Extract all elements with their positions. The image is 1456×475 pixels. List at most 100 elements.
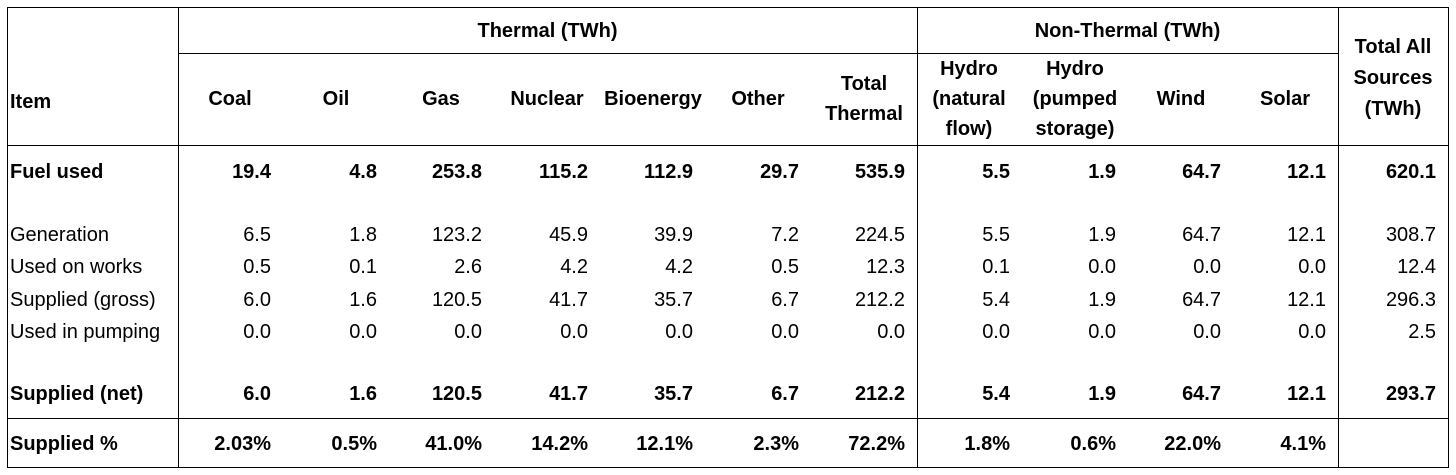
table-cell: 4.2 bbox=[560, 256, 588, 278]
table-cell: 1.9 bbox=[1088, 161, 1116, 183]
table-cell: 0.0 bbox=[1088, 321, 1116, 343]
table-cell: 14.2% bbox=[531, 433, 588, 455]
table-cell: 35.7 bbox=[654, 289, 693, 311]
table-border-bottom bbox=[7, 467, 1449, 468]
divider-thermal-nonthermal bbox=[917, 7, 918, 468]
row-label: Used in pumping bbox=[10, 321, 161, 343]
table-cell: 35.7 bbox=[654, 383, 693, 405]
table-cell: 0.0 bbox=[1298, 321, 1326, 343]
header-total-all-sources: Total All bbox=[1354, 36, 1432, 58]
header-col-7: (natural bbox=[932, 88, 1006, 110]
table-cell: 620.1 bbox=[1385, 161, 1436, 183]
table-cell: 5.4 bbox=[982, 383, 1010, 405]
divider-item-column bbox=[178, 7, 179, 468]
table-cell: 12.1 bbox=[1287, 224, 1326, 246]
table-cell: 0.0 bbox=[349, 321, 377, 343]
table-border-left bbox=[7, 7, 8, 468]
header-total-all-sources: (TWh) bbox=[1364, 98, 1422, 120]
table-cell: 0.1 bbox=[982, 256, 1010, 278]
header-nonthermal-group: Non-Thermal (TWh) bbox=[1034, 20, 1221, 42]
header-thermal-group: Thermal (TWh) bbox=[477, 20, 618, 42]
table-cell: 0.0 bbox=[1193, 321, 1221, 343]
table-cell: 0.5 bbox=[243, 256, 271, 278]
table-cell: 6.5 bbox=[243, 224, 271, 246]
table-cell: 0.6% bbox=[1070, 433, 1116, 455]
header-col-7: flow) bbox=[945, 118, 993, 140]
table-cell: 1.6 bbox=[349, 383, 377, 405]
table-cell: 212.2 bbox=[854, 289, 905, 311]
header-col-9: Wind bbox=[1156, 88, 1206, 110]
table-cell: 64.7 bbox=[1182, 383, 1221, 405]
table-cell: 535.9 bbox=[854, 161, 905, 183]
table-cell: 12.4 bbox=[1397, 256, 1436, 278]
row-label: Supplied (gross) bbox=[10, 289, 156, 311]
table-border-top bbox=[7, 7, 1449, 8]
table-cell: 4.8 bbox=[349, 161, 377, 183]
header-col-10: Solar bbox=[1259, 88, 1311, 110]
table-cell: 22.0% bbox=[1164, 433, 1221, 455]
table-cell: 293.7 bbox=[1385, 383, 1436, 405]
table-cell: 0.5 bbox=[771, 256, 799, 278]
header-total-all-sources: Sources bbox=[1353, 67, 1433, 89]
header-col-2: Gas bbox=[422, 88, 460, 110]
header-col-8: (pumped bbox=[1032, 88, 1118, 110]
row-label: Used on works bbox=[10, 256, 143, 278]
table-cell: 12.1 bbox=[1287, 161, 1326, 183]
table-cell: 296.3 bbox=[1385, 289, 1436, 311]
table-cell: 12.1% bbox=[636, 433, 693, 455]
header-col-6: Total bbox=[840, 73, 888, 95]
table-cell: 0.0 bbox=[982, 321, 1010, 343]
divider-group-header bbox=[178, 53, 1338, 54]
table-cell: 12.1 bbox=[1287, 289, 1326, 311]
table-cell: 19.4 bbox=[232, 161, 271, 183]
table-cell: 0.1 bbox=[349, 256, 377, 278]
row-label: Fuel used bbox=[10, 161, 104, 183]
table-cell: 0.0 bbox=[243, 321, 271, 343]
table-cell: 29.7 bbox=[760, 161, 799, 183]
table-cell: 0.0 bbox=[877, 321, 905, 343]
table-cell: 1.9 bbox=[1088, 289, 1116, 311]
table-cell: 5.5 bbox=[982, 161, 1010, 183]
table-cell: 12.1 bbox=[1287, 383, 1326, 405]
table-cell: 64.7 bbox=[1182, 224, 1221, 246]
header-col-4: Bioenergy bbox=[604, 88, 702, 110]
table-cell: 7.2 bbox=[771, 224, 799, 246]
header-col-8: storage) bbox=[1035, 118, 1115, 140]
table-cell: 0.0 bbox=[1298, 256, 1326, 278]
table-cell: 212.2 bbox=[854, 383, 905, 405]
table-cell: 2.03% bbox=[214, 433, 271, 455]
table-cell: 224.5 bbox=[854, 224, 905, 246]
table-cell: 64.7 bbox=[1182, 289, 1221, 311]
table-cell: 112.9 bbox=[644, 161, 693, 183]
table-cell: 2.6 bbox=[454, 256, 482, 278]
table-cell: 1.8% bbox=[964, 433, 1010, 455]
table-cell: 5.5 bbox=[982, 224, 1010, 246]
header-col-8: Hydro bbox=[1046, 58, 1104, 80]
table-cell: 0.0 bbox=[560, 321, 588, 343]
table-cell: 0.0 bbox=[771, 321, 799, 343]
row-label: Generation bbox=[10, 224, 109, 246]
table-cell: 120.5 bbox=[431, 289, 482, 311]
header-item: Item bbox=[10, 91, 52, 113]
row-label: Supplied % bbox=[10, 433, 118, 455]
table-cell: 0.0 bbox=[1088, 256, 1116, 278]
table-cell: 45.9 bbox=[549, 224, 588, 246]
table-cell: 2.5 bbox=[1408, 321, 1436, 343]
table-cell: 123.2 bbox=[431, 224, 482, 246]
table-cell: 41.0% bbox=[425, 433, 482, 455]
table-cell: 6.0 bbox=[243, 289, 271, 311]
table-cell: 253.8 bbox=[431, 161, 482, 183]
table-cell: 1.8 bbox=[349, 224, 377, 246]
table-cell: 0.5% bbox=[331, 433, 377, 455]
table-cell: 115.2 bbox=[539, 161, 588, 183]
table-cell: 4.2 bbox=[665, 256, 693, 278]
row-label: Supplied (net) bbox=[10, 383, 144, 405]
table-cell: 4.1% bbox=[1280, 433, 1326, 455]
table-cell: 2.3% bbox=[753, 433, 799, 455]
table-cell: 6.0 bbox=[243, 383, 271, 405]
table-cell: 5.4 bbox=[982, 289, 1010, 311]
table-cell: 39.9 bbox=[654, 224, 693, 246]
divider-supplied-percent bbox=[7, 418, 1449, 419]
table-cell: 0.0 bbox=[1193, 256, 1221, 278]
